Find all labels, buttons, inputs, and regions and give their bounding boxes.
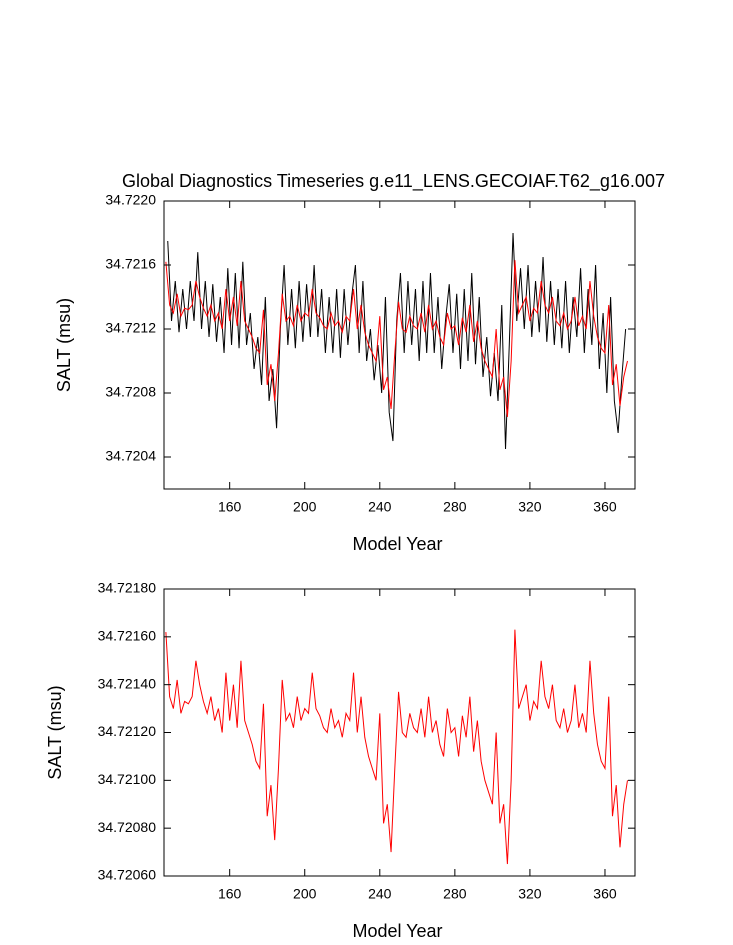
x-tick-label: 280	[443, 499, 467, 515]
x-tick-label: 200	[293, 499, 317, 515]
data-line	[165, 629, 628, 865]
x-tick-label: 240	[368, 499, 392, 515]
x-tick-label: 280	[443, 886, 467, 902]
x-tick-label: 320	[518, 499, 542, 515]
x-tick-label: 360	[593, 886, 617, 902]
y-tick-label: 34.72140	[98, 675, 157, 691]
y-tick-label: 34.72160	[98, 628, 157, 644]
y-tick-label: 34.72120	[98, 723, 157, 739]
x-axis-label: Model Year	[352, 534, 442, 554]
x-tick-label: 320	[518, 886, 542, 902]
x-tick-label: 240	[368, 886, 392, 902]
x-tick-label: 360	[593, 499, 617, 515]
x-axis-label: Model Year	[352, 921, 442, 941]
chart-title: Global Diagnostics Timeseries g.e11_LENS…	[122, 171, 665, 192]
plot-frame	[163, 588, 636, 877]
y-tick-label: 34.72080	[98, 819, 157, 835]
y-tick-label: 34.7220	[105, 192, 156, 208]
y-tick-label: 34.72100	[98, 771, 157, 787]
y-tick-label: 34.72180	[98, 580, 157, 596]
y-axis-label: SALT (msu)	[45, 685, 65, 779]
y-tick-label: 34.7212	[105, 320, 156, 336]
y-tick-label: 34.72060	[98, 867, 157, 883]
y-axis-label: SALT (msu)	[54, 298, 74, 392]
x-tick-label: 160	[218, 886, 242, 902]
x-tick-label: 160	[218, 499, 242, 515]
y-tick-label: 34.7204	[105, 448, 156, 464]
data-line	[165, 260, 628, 418]
y-tick-label: 34.7208	[105, 384, 156, 400]
x-tick-label: 200	[293, 886, 317, 902]
plot-frame	[163, 200, 636, 490]
y-tick-label: 34.7216	[105, 256, 156, 272]
data-line	[167, 232, 627, 450]
